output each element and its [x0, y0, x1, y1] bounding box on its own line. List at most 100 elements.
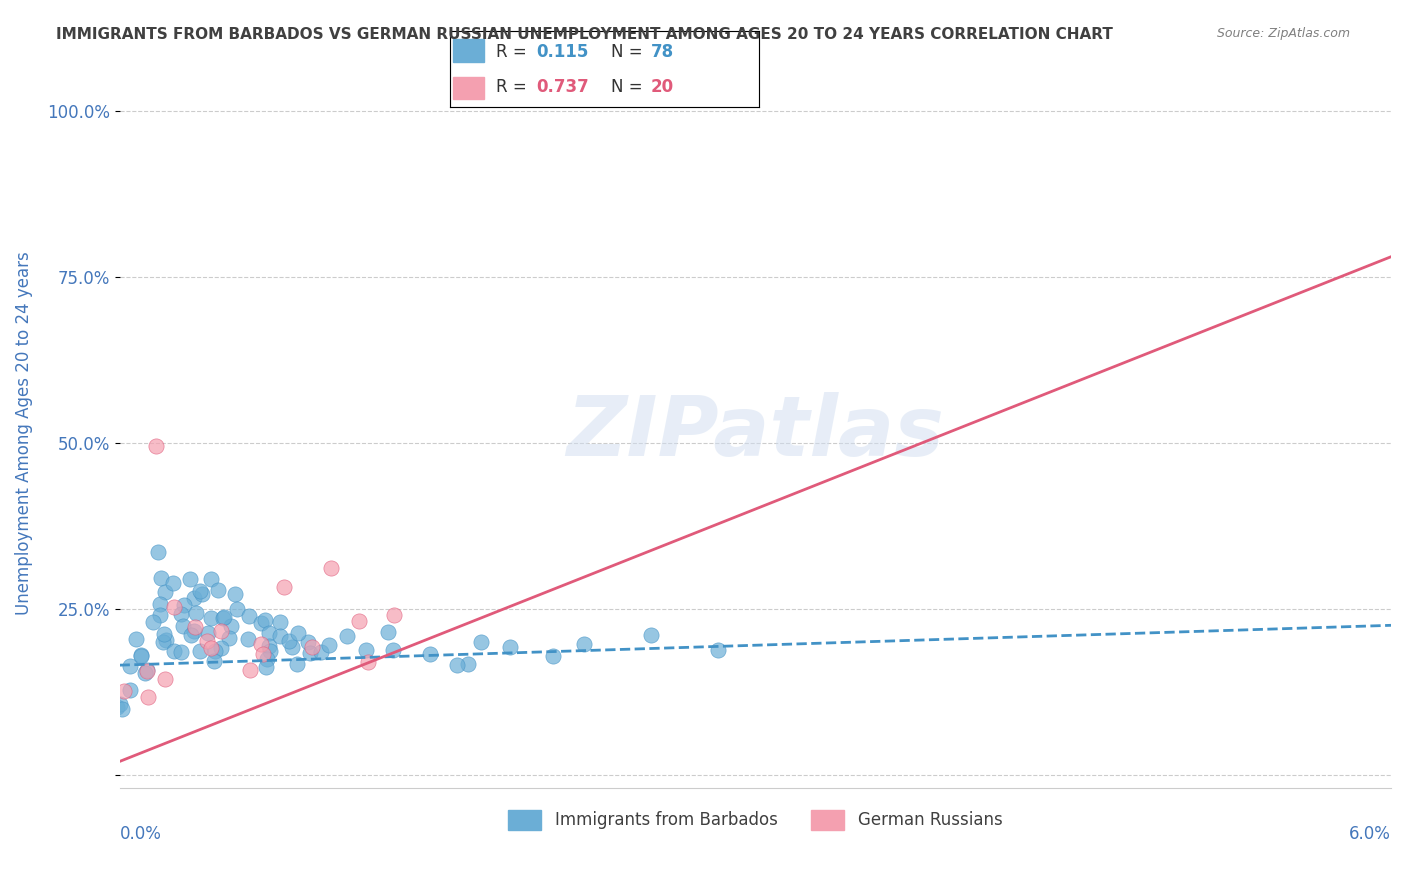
Point [184, 606, 207, 620]
Point [108, 697, 131, 711]
Point [207, 583, 229, 598]
Point [98, 695, 121, 709]
Point [357, 655, 380, 669]
Bar [453, 38, 484, 62]
Point [202, 654, 225, 668]
Point [188, 644, 211, 658]
Point [169, 645, 191, 659]
Point [287, 625, 309, 640]
Point [153, 584, 176, 599]
Point [197, 626, 219, 640]
Point [170, 607, 193, 622]
Point [118, 658, 141, 673]
Point [200, 611, 222, 625]
Point [238, 608, 260, 623]
Point [209, 624, 232, 638]
Point [457, 657, 479, 671]
Point [105, 699, 128, 714]
Point [172, 619, 194, 633]
Point [640, 628, 662, 642]
Point [173, 598, 195, 612]
Point [256, 651, 278, 665]
Point [382, 607, 405, 622]
Point [155, 632, 177, 647]
Text: R =: R = [496, 78, 533, 95]
Point [269, 615, 291, 630]
Point [197, 634, 219, 648]
Text: 0.115: 0.115 [537, 44, 589, 62]
Point [356, 643, 378, 657]
Point [179, 572, 201, 586]
Point [574, 637, 596, 651]
Point [470, 635, 492, 649]
Text: ZIPatlas: ZIPatlas [567, 392, 945, 474]
Point [301, 640, 323, 654]
Point [149, 597, 172, 611]
Point [446, 658, 468, 673]
Point [269, 629, 291, 643]
Point [347, 614, 370, 628]
Point [541, 649, 564, 664]
Legend: Immigrants from Barbados, German Russians: Immigrants from Barbados, German Russian… [502, 803, 1010, 837]
Point [129, 649, 152, 664]
Bar [453, 77, 484, 99]
Text: 78: 78 [651, 44, 673, 62]
Point [163, 600, 186, 615]
Point [281, 640, 304, 655]
Point [252, 647, 274, 661]
Point [200, 640, 222, 655]
Point [136, 664, 159, 678]
Point [250, 616, 273, 631]
Point [259, 626, 281, 640]
Text: 20: 20 [651, 78, 673, 95]
Point [145, 439, 167, 453]
Point [224, 587, 246, 601]
Point [382, 643, 405, 657]
Point [319, 561, 342, 575]
Point [180, 628, 202, 642]
Point [184, 620, 207, 634]
Point [219, 619, 242, 633]
Point [225, 601, 247, 615]
Point [149, 571, 172, 585]
Point [214, 610, 236, 624]
Point [419, 647, 441, 661]
Point [204, 644, 226, 658]
Point [188, 583, 211, 598]
Point [499, 640, 522, 655]
Text: 6.0%: 6.0% [1350, 824, 1391, 843]
Text: N =: N = [610, 78, 648, 95]
Point [297, 634, 319, 648]
Point [253, 613, 276, 627]
Point [277, 634, 299, 648]
Point [129, 648, 152, 662]
Point [285, 657, 308, 671]
Point [190, 587, 212, 601]
Point [114, 684, 136, 698]
Point [309, 645, 332, 659]
Text: 0.737: 0.737 [537, 78, 589, 95]
Point [200, 572, 222, 586]
Point [125, 632, 148, 647]
Point [209, 640, 232, 655]
Point [153, 672, 176, 686]
Point [142, 615, 165, 630]
Point [138, 690, 160, 705]
Point [149, 608, 172, 623]
Point [111, 702, 134, 716]
Point [120, 682, 142, 697]
Point [212, 611, 235, 625]
Point [136, 664, 159, 678]
Point [162, 576, 184, 591]
Point [273, 580, 295, 594]
Text: R =: R = [496, 44, 533, 62]
Point [134, 666, 156, 681]
Point [377, 625, 399, 640]
Text: IMMIGRANTS FROM BARBADOS VS GERMAN RUSSIAN UNEMPLOYMENT AMONG AGES 20 TO 24 YEAR: IMMIGRANTS FROM BARBADOS VS GERMAN RUSSI… [56, 27, 1114, 42]
Point [336, 629, 359, 643]
Point [706, 643, 728, 657]
Text: Source: ZipAtlas.com: Source: ZipAtlas.com [1216, 27, 1350, 40]
Point [239, 663, 262, 677]
Text: 0.0%: 0.0% [120, 824, 162, 843]
Point [146, 545, 169, 559]
